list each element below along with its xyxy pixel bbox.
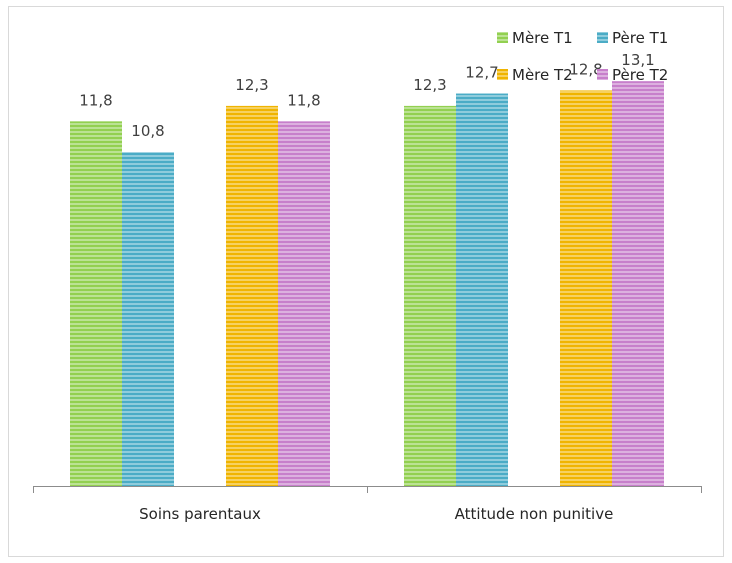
bar bbox=[456, 93, 508, 487]
value-labels-layer: 11,8 10,8 12,3 11,8 12,3 12,7 12,8 13,1 bbox=[79, 51, 654, 140]
bars-layer bbox=[70, 81, 664, 487]
legend-swatch-stripes bbox=[497, 69, 508, 80]
legend-swatch-stripes bbox=[497, 32, 508, 43]
bar-chart: 11,8 10,8 12,3 11,8 12,3 12,7 12,8 13,1 Soins p… bbox=[33, 29, 702, 523]
bar bbox=[612, 81, 664, 487]
bar-stripes bbox=[226, 105, 278, 486]
value-label: 13,1 bbox=[621, 51, 654, 69]
bar-stripes bbox=[560, 90, 612, 486]
legend-label: Mère T2 bbox=[512, 66, 573, 84]
value-label: 11,8 bbox=[79, 91, 112, 109]
legend-swatch-stripes bbox=[597, 32, 608, 43]
legend-swatch-stripes bbox=[597, 69, 608, 80]
x-axis bbox=[33, 486, 702, 493]
value-label: 12,8 bbox=[569, 60, 602, 78]
legend-item: Père T2 bbox=[597, 66, 668, 84]
bar-stripes bbox=[122, 152, 174, 486]
value-label: 12,3 bbox=[413, 76, 446, 94]
bar-stripes bbox=[612, 81, 664, 487]
value-label: 11,8 bbox=[287, 91, 320, 109]
bar bbox=[404, 105, 456, 486]
legend: Mère T1 Père T1 Mère T2 Père T2 bbox=[497, 29, 668, 84]
value-label: 10,8 bbox=[131, 122, 164, 140]
bar bbox=[122, 152, 174, 486]
category-labels-layer: Soins parentaux Attitude non punitive bbox=[139, 505, 613, 523]
bar-stripes bbox=[70, 121, 122, 487]
bar bbox=[278, 121, 330, 487]
bar bbox=[70, 121, 122, 487]
category-label: Soins parentaux bbox=[139, 505, 261, 523]
bar bbox=[560, 90, 612, 486]
category-label: Attitude non punitive bbox=[455, 505, 614, 523]
bar-stripes bbox=[404, 105, 456, 486]
legend-item: Père T1 bbox=[597, 29, 668, 47]
bar bbox=[226, 105, 278, 486]
legend-item: Mère T2 bbox=[497, 66, 573, 84]
legend-label: Père T2 bbox=[612, 66, 668, 84]
value-label: 12,3 bbox=[235, 76, 268, 94]
legend-item: Mère T1 bbox=[497, 29, 573, 47]
chart-container: 11,8 10,8 12,3 11,8 12,3 12,7 12,8 13,1 Soins p… bbox=[8, 6, 724, 557]
value-label: 12,7 bbox=[465, 64, 498, 82]
legend-label: Père T1 bbox=[612, 29, 668, 47]
legend-label: Mère T1 bbox=[512, 29, 573, 47]
bar-stripes bbox=[456, 93, 508, 487]
bar-stripes bbox=[278, 121, 330, 487]
